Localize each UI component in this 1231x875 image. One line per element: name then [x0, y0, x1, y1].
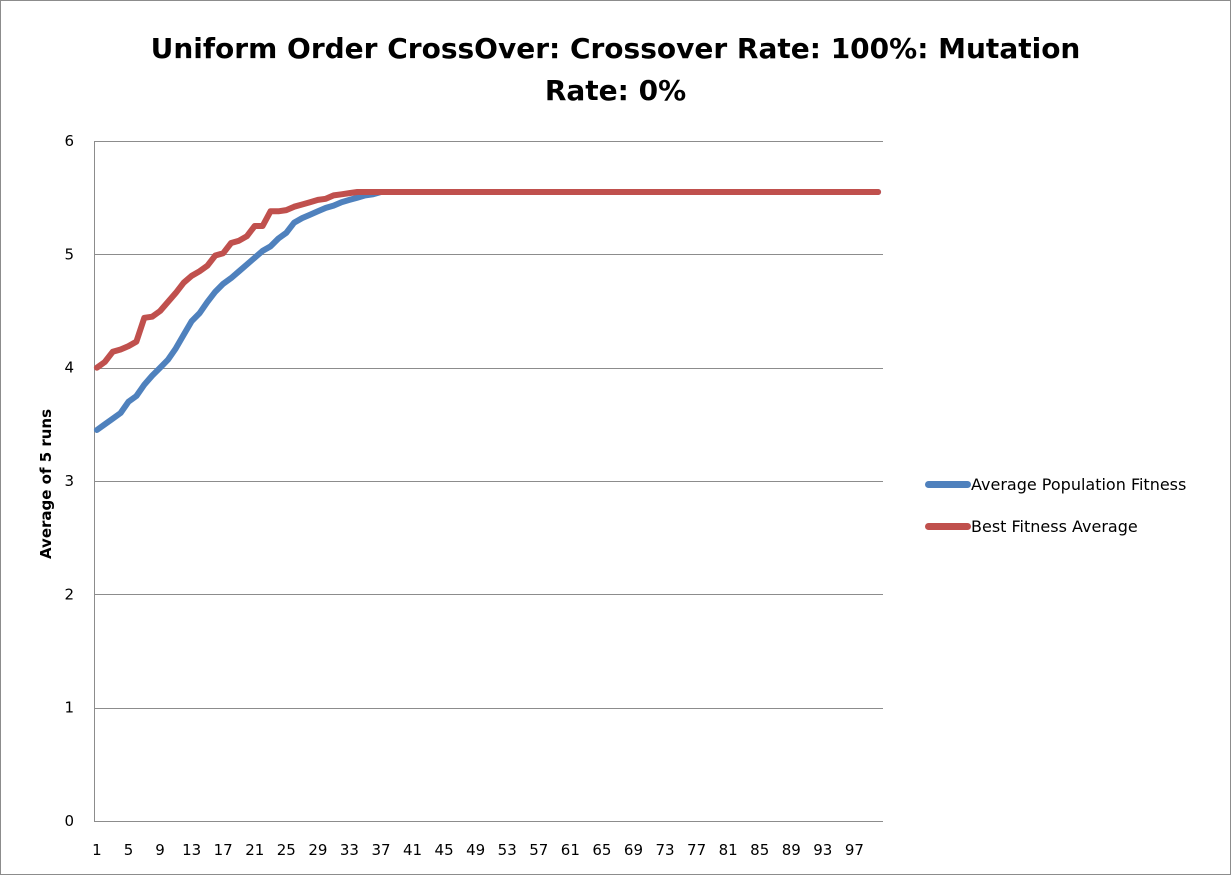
- x-tick-label: 81: [719, 841, 738, 859]
- x-tick-label: 41: [403, 841, 422, 859]
- legend-label: Best Fitness Average: [971, 516, 1138, 536]
- series-line-average-population-fitness: [93, 189, 882, 433]
- y-tick-label: 6: [64, 132, 74, 150]
- legend-swatch-blue: [925, 480, 971, 488]
- y-axis-title: Average of 5 runs: [37, 409, 55, 559]
- x-tick-label: 57: [529, 841, 548, 859]
- x-tick-label: 49: [466, 841, 485, 859]
- y-tick-label: 1: [64, 699, 74, 717]
- y-tick-label: 3: [64, 472, 74, 490]
- x-tick-label: 25: [277, 841, 296, 859]
- x-tick-label: 89: [782, 841, 801, 859]
- chart-title-line-1: Uniform Order CrossOver: Crossover Rate:…: [150, 32, 1081, 65]
- axes: [94, 141, 883, 822]
- legend-item-best-fitness-average: Best Fitness Average: [925, 505, 1225, 547]
- gridlines: [94, 141, 883, 709]
- x-tick-label: 37: [371, 841, 390, 859]
- legend-swatch-red: [925, 522, 971, 530]
- x-tick-label: 5: [124, 841, 134, 859]
- y-tick-labels: 0 1 2 3 4 5 6: [64, 132, 74, 830]
- y-tick-label: 5: [64, 245, 74, 263]
- x-tick-labels: 1 5 9 13 17 21 25 29 33 37 41 45 49 53 57 61 65 69 73 77 81 8…: [92, 841, 864, 859]
- x-tick-label: 29: [308, 841, 327, 859]
- x-tick-label: 45: [435, 841, 454, 859]
- x-tick-label: 33: [340, 841, 359, 859]
- x-tick-label: 17: [214, 841, 233, 859]
- x-tick-label: 69: [624, 841, 643, 859]
- x-tick-label: 77: [687, 841, 706, 859]
- x-tick-label: 53: [498, 841, 517, 859]
- x-tick-label: 93: [813, 841, 832, 859]
- legend-label: Average Population Fitness: [971, 474, 1187, 494]
- y-tick-label: 4: [64, 359, 74, 377]
- series-lines: [93, 189, 882, 433]
- y-tick-label: 2: [64, 585, 74, 603]
- x-tick-label: 97: [845, 841, 864, 859]
- x-tick-label: 73: [655, 841, 674, 859]
- legend: Average Population Fitness Best Fitness …: [925, 463, 1225, 547]
- y-tick-label: 0: [64, 812, 74, 830]
- x-tick-label: 13: [182, 841, 201, 859]
- x-tick-label: 1: [92, 841, 102, 859]
- x-tick-label: 85: [750, 841, 769, 859]
- series-line-best-fitness-average: [93, 189, 882, 371]
- x-tick-label: 61: [561, 841, 580, 859]
- legend-item-average-population-fitness: Average Population Fitness: [925, 463, 1225, 505]
- x-tick-label: 65: [592, 841, 611, 859]
- chart-title-line-2: Rate: 0%: [544, 74, 687, 107]
- x-tick-label: 9: [155, 841, 165, 859]
- chart-title: Uniform Order CrossOver: Crossover Rate:…: [0, 28, 1231, 112]
- x-tick-label: 21: [245, 841, 264, 859]
